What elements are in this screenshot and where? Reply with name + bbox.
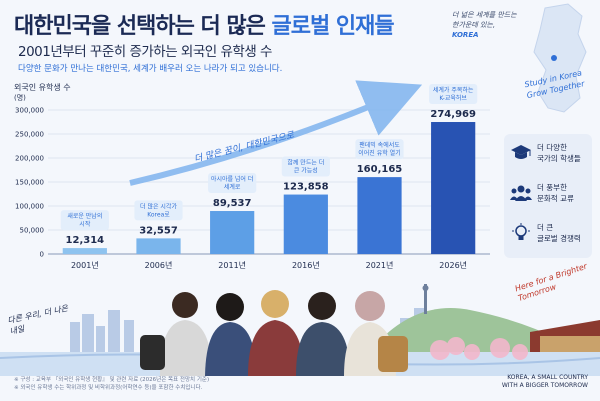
lightbulb-icon [512,223,530,240]
footer-line2: ※ 외국인 유학생 수는 학위과정 및 비학위과정(어학연수 등)을 포함한 수… [14,385,203,391]
footer-line1: ※ 구성 : 교육부 『외국인 유학생 현황』 및 관련 자료 (2026년은 … [14,377,210,383]
bar [62,248,107,254]
panel-item-line1: 더 다양한 [537,143,567,152]
panel-item-line1: 더 풍부한 [537,183,567,192]
bar-note: 더 많은 시각가 Korea로 [140,202,177,218]
y-tick-label: 100,000 [15,203,44,211]
chart-title: 외국인 유학생 수 [14,82,71,92]
bar [136,238,181,254]
footer-notes: ※ 구성 : 교육부 『외국인 유학생 현황』 및 관련 자료 (2026년은 … [14,376,209,392]
title-highlight: 글로벌 인재들 [271,14,395,39]
arrow-caption: 더 많은 꿈이, 대한민국으로 [193,129,296,165]
x-tick-label: 2021년 [366,260,394,270]
bar-note-bubble [60,210,109,231]
bar-value-label: 89,537 [213,198,252,209]
footer-right-line1: KOREA, A SMALL COUNTRY [507,374,588,381]
y-tick-label: 150,000 [15,179,44,187]
bar-value-label: 32,557 [139,225,178,236]
panel-item-line1: 더 큰 [537,223,554,232]
bar-value-label: 12,314 [66,235,105,246]
bar-note-bubble [281,156,330,177]
bar [357,177,402,254]
page-subtitle: 2001년부터 꾸준히 증가하는 외국인 유학생 수 [18,44,272,60]
footer-right-line2: WITH A BIGGER TOMORROW [501,382,588,389]
page-description: 다양한 문화가 만나는 대한민국, 세계가 배우러 오는 나라가 되고 있습니다… [18,64,283,74]
x-tick-label: 2001년 [71,260,99,270]
bar-note: 팬데믹 속에서도 이어진 유학 열기 [358,141,400,157]
title-main: 대한민국을 선택하는 더 많은 [14,14,266,39]
korea-map-icon [533,3,587,113]
x-tick-label: 2026년 [439,260,467,270]
graduation-cap-icon [511,145,531,159]
bar-value-label: 160,165 [357,164,403,175]
y-tick-label: 50,000 [20,227,45,235]
skyline-illustration [0,280,600,376]
top-note-line1: 더 넓은 세계를 만드는 [452,11,517,19]
y-tick-label: 250,000 [15,131,44,139]
y-tick-label: 200,000 [15,155,44,163]
top-note-emphasis: KOREA [452,31,479,39]
y-axis-label: (명) [14,93,26,102]
bar-note-bubble [355,139,404,160]
bar [283,194,328,254]
panel-item-line2: 국가의 학생들 [537,154,581,163]
y-tick-label: 0 [40,251,44,259]
footer-right: KOREA, A SMALL COUNTRY WITH A BIGGER TOM… [488,374,588,390]
bar-note: 세계가 주목하는 K-교육허브 [433,86,474,102]
bar-chart: 외국인 유학생 수 (명) 0 50,000 100,000 150,000 200,0… [14,80,490,270]
students-group [140,290,408,376]
top-note-line2: 한가운데 있는, [452,21,496,29]
bar-value-label: 274,969 [430,109,476,120]
panel-item-line2: 글로벌 경쟁력 [537,234,581,243]
bar-note: 아시아를 넘어 더 세계로 [211,175,253,191]
panel-item-line2: 문화적 교류 [537,194,574,203]
bar [210,211,255,254]
top-note: 더 넓은 세계를 만드는 한가운데 있는, KOREA [452,10,532,40]
bar-note-bubble [429,84,478,105]
x-tick-label: 2016년 [292,260,320,270]
bar-value-label: 123,858 [283,182,329,193]
bar-note-bubble [208,173,257,194]
y-tick-label: 300,000 [15,107,44,115]
bar-note-bubble [134,200,183,221]
growth-arrow [129,80,423,186]
x-tick-label: 2006년 [145,260,173,270]
page-title: 대한민국을 선택하는 더 많은 글로벌 인재들 [14,8,395,40]
bar-note: 새로운 만남의 시작 [67,212,102,228]
people-icon [510,185,532,201]
x-tick-label: 2011년 [218,260,246,270]
bar [431,122,476,254]
